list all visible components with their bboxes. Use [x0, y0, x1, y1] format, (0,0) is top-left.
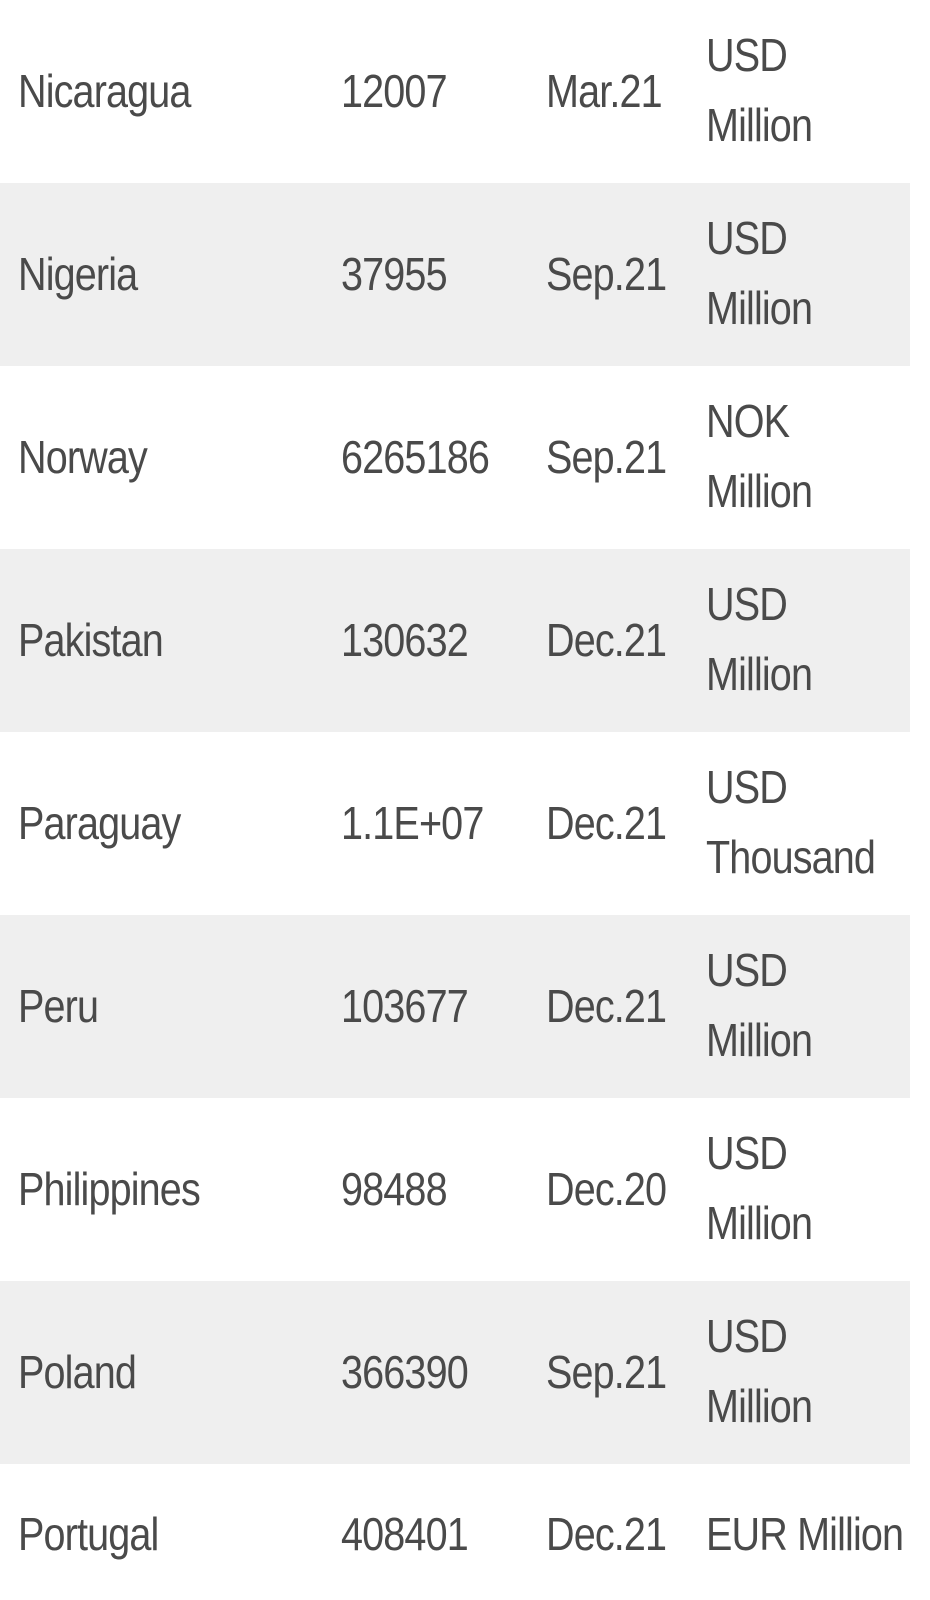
table-row: Pakistan 130632 Dec.21 USD Million — [0, 549, 910, 732]
unit-cell: NOK Million — [706, 386, 813, 526]
unit-scale: Million — [706, 99, 813, 151]
unit-scale: Million — [706, 1014, 813, 1066]
table-row: Philippines 98488 Dec.20 USD Million — [0, 1098, 910, 1281]
unit-cell: USD Million — [706, 203, 813, 343]
unit-currency: EUR Million — [706, 1508, 904, 1560]
unit-currency: USD — [706, 212, 788, 264]
unit-scale: Million — [706, 1380, 813, 1432]
table-row: Peru 103677 Dec.21 USD Million — [0, 915, 910, 1098]
unit-cell: USD Million — [706, 1301, 813, 1441]
value-cell: 12007 — [341, 65, 448, 117]
unit-currency: USD — [706, 761, 788, 813]
value-cell: 130632 — [341, 614, 469, 666]
unit-currency: USD — [706, 1310, 788, 1362]
date-cell: Dec.21 — [546, 1508, 667, 1560]
value-cell: 98488 — [341, 1163, 448, 1215]
date-cell: Dec.21 — [546, 980, 667, 1032]
date-cell: Dec.21 — [546, 614, 667, 666]
date-cell: Sep.21 — [546, 1346, 667, 1398]
country-cell: Pakistan — [18, 614, 164, 666]
unit-scale: Thousand — [706, 831, 876, 883]
country-cell: Philippines — [18, 1163, 201, 1215]
date-cell: Sep.21 — [546, 431, 667, 483]
unit-currency: USD — [706, 29, 788, 81]
country-cell: Nicaragua — [18, 65, 191, 117]
table-row: Norway 6265186 Sep.21 NOK Million — [0, 366, 910, 549]
unit-cell: USD Million — [706, 1118, 813, 1258]
unit-scale: Million — [706, 648, 813, 700]
table-row: Nicaragua 12007 Mar.21 USD Million — [0, 0, 910, 183]
unit-currency: USD — [706, 1127, 788, 1179]
table-row: Poland 366390 Sep.21 USD Million — [0, 1281, 910, 1464]
value-cell: 6265186 — [341, 431, 490, 483]
table-row: Portugal 408401 Dec.21 EUR Million — [0, 1464, 910, 1600]
date-cell: Sep.21 — [546, 248, 667, 300]
country-cell: Portugal — [18, 1508, 159, 1560]
value-cell: 103677 — [341, 980, 469, 1032]
table-row: Paraguay 1.1E+07 Dec.21 USD Thousand — [0, 732, 910, 915]
unit-currency: NOK — [706, 395, 790, 447]
table-row: Nigeria 37955 Sep.21 USD Million — [0, 183, 910, 366]
country-cell: Nigeria — [18, 248, 138, 300]
unit-currency: USD — [706, 578, 788, 630]
unit-scale: Million — [706, 282, 813, 334]
unit-cell: EUR Million — [706, 1499, 904, 1569]
unit-scale: Million — [706, 465, 813, 517]
value-cell: 37955 — [341, 248, 448, 300]
unit-scale: Million — [706, 1197, 813, 1249]
country-cell: Poland — [18, 1346, 137, 1398]
unit-cell: USD Million — [706, 20, 813, 160]
country-cell: Peru — [18, 980, 99, 1032]
unit-cell: USD Thousand — [706, 752, 876, 892]
value-cell: 408401 — [341, 1508, 469, 1560]
date-cell: Mar.21 — [546, 65, 663, 117]
date-cell: Dec.21 — [546, 797, 667, 849]
country-cell: Norway — [18, 431, 148, 483]
data-table: Nicaragua 12007 Mar.21 USD Million Niger… — [0, 0, 910, 1600]
value-cell: 1.1E+07 — [341, 797, 484, 849]
country-cell: Paraguay — [18, 797, 181, 849]
unit-currency: USD — [706, 944, 788, 996]
date-cell: Dec.20 — [546, 1163, 667, 1215]
value-cell: 366390 — [341, 1346, 469, 1398]
unit-cell: USD Million — [706, 935, 813, 1075]
unit-cell: USD Million — [706, 569, 813, 709]
